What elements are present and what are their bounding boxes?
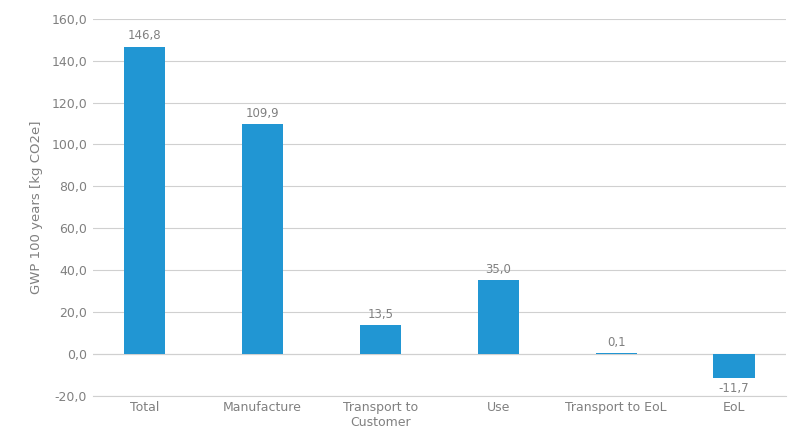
Bar	[360, 326, 401, 354]
Text: 109,9: 109,9	[246, 107, 279, 120]
Text: 13,5: 13,5	[367, 308, 394, 321]
Text: 35,0: 35,0	[486, 263, 511, 276]
Text: 146,8: 146,8	[128, 29, 162, 43]
Bar	[242, 124, 283, 354]
Y-axis label: GWP 100 years [kg CO2e]: GWP 100 years [kg CO2e]	[30, 120, 43, 294]
Bar	[124, 47, 166, 354]
Bar	[478, 280, 519, 354]
Bar	[714, 354, 754, 378]
Text: 0,1: 0,1	[607, 336, 626, 350]
Text: -11,7: -11,7	[718, 382, 750, 395]
